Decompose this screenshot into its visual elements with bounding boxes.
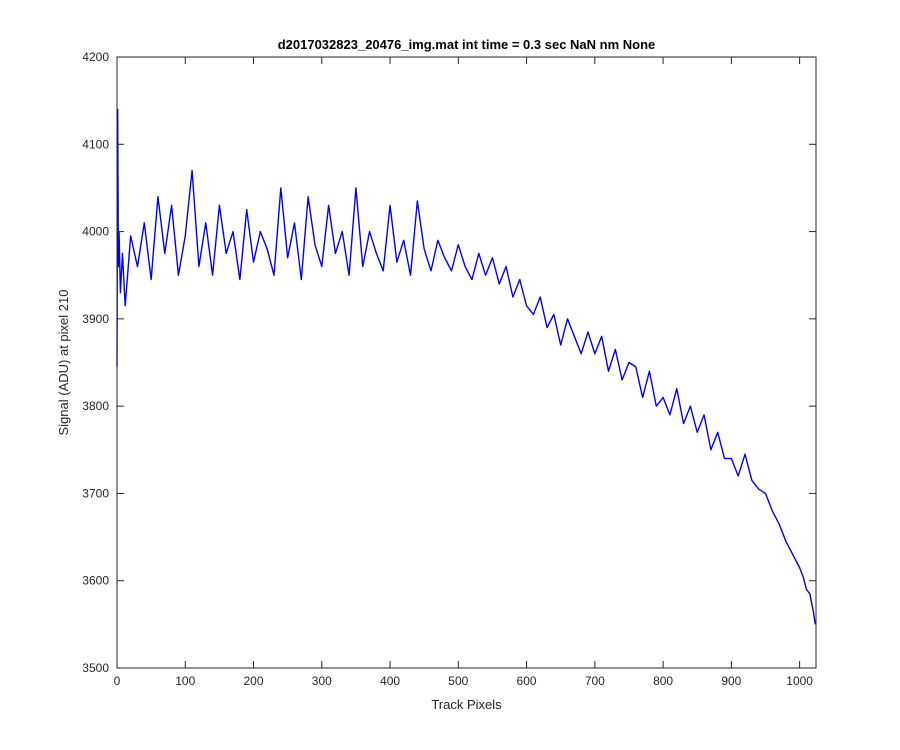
x-tick-label: 300 [312, 674, 332, 688]
x-tick-label: 800 [653, 674, 673, 688]
x-tick-label: 500 [448, 674, 468, 688]
x-tick-label: 700 [585, 674, 605, 688]
x-tick-label: 400 [380, 674, 400, 688]
signal-line-series [116, 108, 817, 625]
x-axis-label: Track Pixels [431, 697, 502, 712]
y-tick-label: 3600 [82, 574, 109, 588]
x-tick-label: 1000 [786, 674, 813, 688]
y-axis-label: Signal (ADU) at pixel 210 [56, 290, 71, 436]
x-tick-label: 600 [517, 674, 537, 688]
y-tick-label: 3700 [82, 486, 109, 500]
y-tick-label: 4000 [82, 225, 109, 239]
x-tick-label: 0 [114, 674, 121, 688]
y-tick-label: 3800 [82, 399, 109, 413]
series-layer [116, 108, 817, 625]
axes-background [117, 57, 816, 668]
y-tick-label: 3500 [82, 661, 109, 675]
x-tick-label: 900 [721, 674, 741, 688]
axes-box [116, 56, 817, 669]
x-tick-label: 100 [175, 674, 195, 688]
y-tick-label: 4100 [82, 137, 109, 151]
y-tick-label: 3900 [82, 312, 109, 326]
tick-layer: 0 100 200 300 400 500 600 700 800 900 1000 3500 3600… [82, 50, 816, 688]
chart-title: d2017032823_20476_img.mat int time = 0.3… [278, 37, 656, 52]
x-tick-label: 200 [244, 674, 264, 688]
y-tick-label: 4200 [82, 50, 109, 64]
